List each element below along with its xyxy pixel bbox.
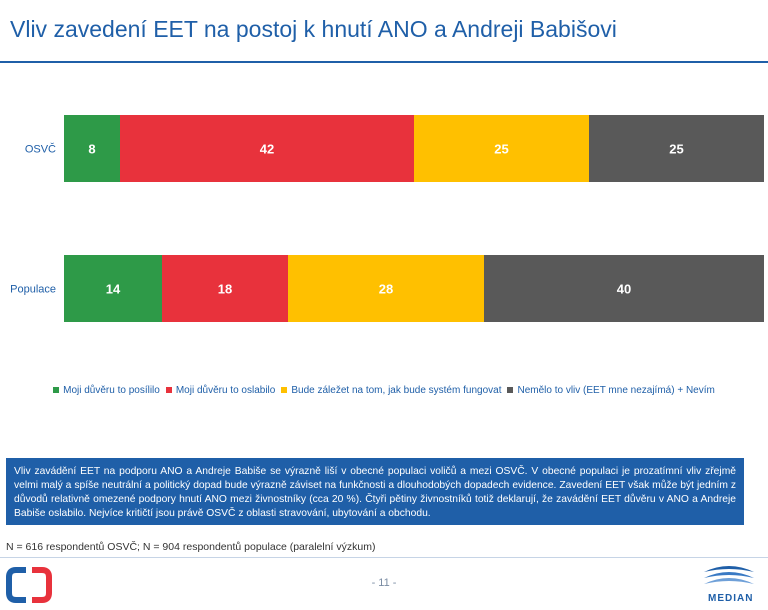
stacked-bar-chart: OSVČ 8 42 25 25 Populace 14 18 28 40 (10, 115, 764, 322)
category-label: OSVČ (25, 143, 56, 156)
bar-segment (120, 115, 414, 182)
data-label: 42 (260, 142, 274, 157)
legend-label: Bude záležet na tom, jak bude systém fun… (291, 385, 502, 396)
median-logo-text: MEDIAN (708, 593, 754, 604)
legend-swatch (507, 387, 514, 394)
data-label: 25 (669, 142, 683, 157)
bar-segment (64, 115, 120, 182)
legend-item: Nemělo to vliv (EET mne nezajímá) + Neví… (507, 385, 715, 396)
median-logo-icon (704, 566, 754, 584)
legend-item: Moji důvěru to oslabilo (165, 385, 276, 396)
data-label: 18 (218, 282, 232, 297)
legend-label: Moji důvěru to posílilo (63, 385, 160, 396)
legend-swatch (165, 387, 172, 394)
bar-segment (64, 255, 162, 322)
legend-item: Bude záležet na tom, jak bude systém fun… (281, 385, 501, 396)
legend-label: Nemělo to vliv (EET mne nezajímá) + Neví… (517, 385, 715, 396)
data-label: 8 (88, 142, 95, 157)
ct-logo-icon (6, 567, 52, 603)
legend-label: Moji důvěru to oslabilo (175, 385, 276, 396)
legend-swatch (281, 387, 288, 394)
bar-segment (288, 255, 484, 322)
page-number: - 11 - (371, 577, 397, 589)
legend-swatch (53, 387, 60, 394)
chart-legend: Moji důvěru to posílilo Moji důvěru to os… (0, 385, 768, 396)
description-box: Vliv zavádění EET na podporu ANO a Andre… (6, 458, 744, 525)
bar-segment (589, 115, 764, 182)
bar-segment (414, 115, 589, 182)
page-title: Vliv zavedení EET na postoj k hnutí ANO … (10, 16, 617, 42)
data-label: 25 (494, 142, 508, 157)
footer-divider (0, 557, 768, 558)
data-label: 40 (617, 282, 631, 297)
category-label: Populace (10, 284, 56, 296)
data-label: 28 (379, 282, 393, 297)
sample-note: N = 616 respondentů OSVČ; N = 904 respon… (6, 541, 376, 553)
legend-item: Moji důvěru to posílilo (53, 385, 160, 396)
title-divider (0, 61, 768, 63)
bar-segment (162, 255, 288, 322)
data-label: 14 (106, 282, 121, 297)
bar-segment (484, 255, 764, 322)
